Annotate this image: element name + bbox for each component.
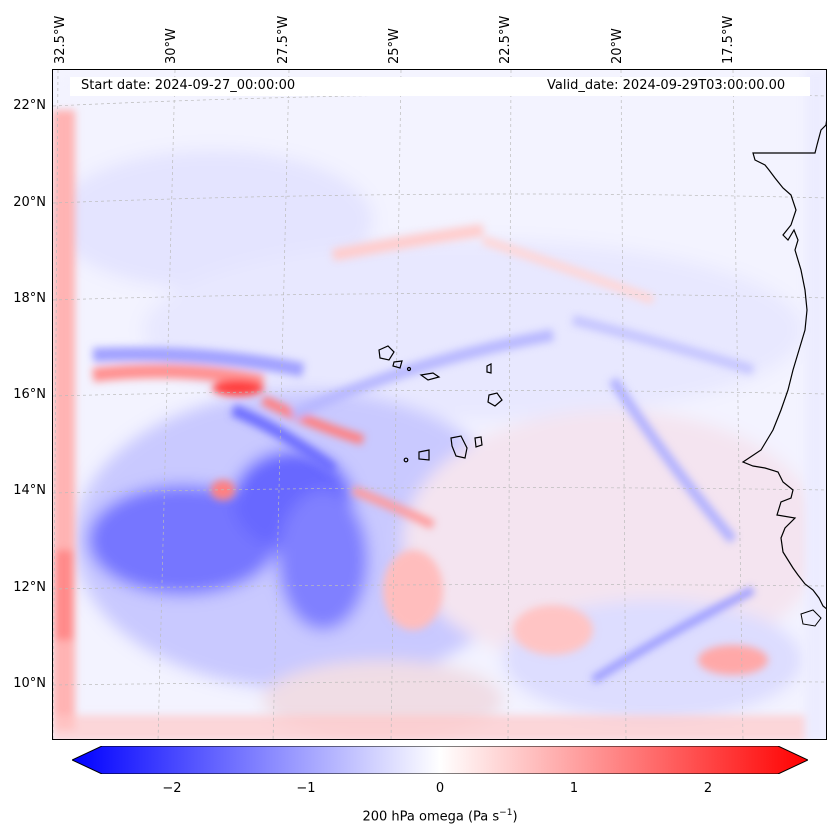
map-gridlines: [53, 70, 826, 739]
lat-label-18n: 18°N: [13, 291, 46, 306]
lon-label-17-5w: 17.5°W: [721, 15, 736, 64]
coastline: [741, 120, 826, 610]
colorbar-tick-minus-1: −1: [296, 781, 316, 796]
omega-background-field: [53, 70, 826, 739]
lat-label-22n: 22°N: [13, 98, 46, 113]
lon-label-27-5w: 27.5°W: [276, 15, 291, 64]
map-area[interactable]: [52, 69, 827, 740]
omega-fine-structures: [53, 70, 826, 739]
colorbar-label: 200 hPa omega (Pa s−1): [0, 808, 837, 824]
lon-label-32-5w: 32.5°W: [53, 15, 68, 64]
omega-field: [53, 70, 826, 739]
colorbar-label-unit-exponent: −1: [499, 808, 513, 818]
colorbar-tick-1: 1: [569, 781, 579, 796]
lat-label-14n: 14°N: [13, 483, 46, 498]
lon-label-25w: 25°W: [387, 28, 402, 64]
colorbar: [72, 746, 808, 774]
valid-date-label: Valid_date: 2024-09-29T03:00:00.00: [545, 78, 788, 93]
colorbar-tick-0: 0: [435, 781, 445, 796]
lat-label-16n: 16°N: [13, 387, 46, 402]
colorbar-tick-2: 2: [703, 781, 713, 796]
lon-label-20w: 20°W: [610, 28, 625, 64]
start-date-label: Start date: 2024-09-27_00:00:00: [79, 78, 298, 93]
lat-label-10n: 10°N: [13, 676, 46, 691]
colorbar-body: [72, 746, 808, 774]
lat-label-12n: 12°N: [13, 580, 46, 595]
lon-label-22-5w: 22.5°W: [498, 15, 513, 64]
island-outlines: [378, 345, 503, 463]
coastline-islands: [800, 609, 822, 627]
lon-label-30w: 30°W: [164, 28, 179, 64]
colorbar-tick-minus-2: −2: [162, 781, 182, 796]
colorbar-label-suffix: ): [512, 809, 518, 825]
lat-label-20n: 20°N: [13, 195, 46, 210]
colorbar-label-text: 200 hPa omega (Pa s: [362, 809, 500, 825]
